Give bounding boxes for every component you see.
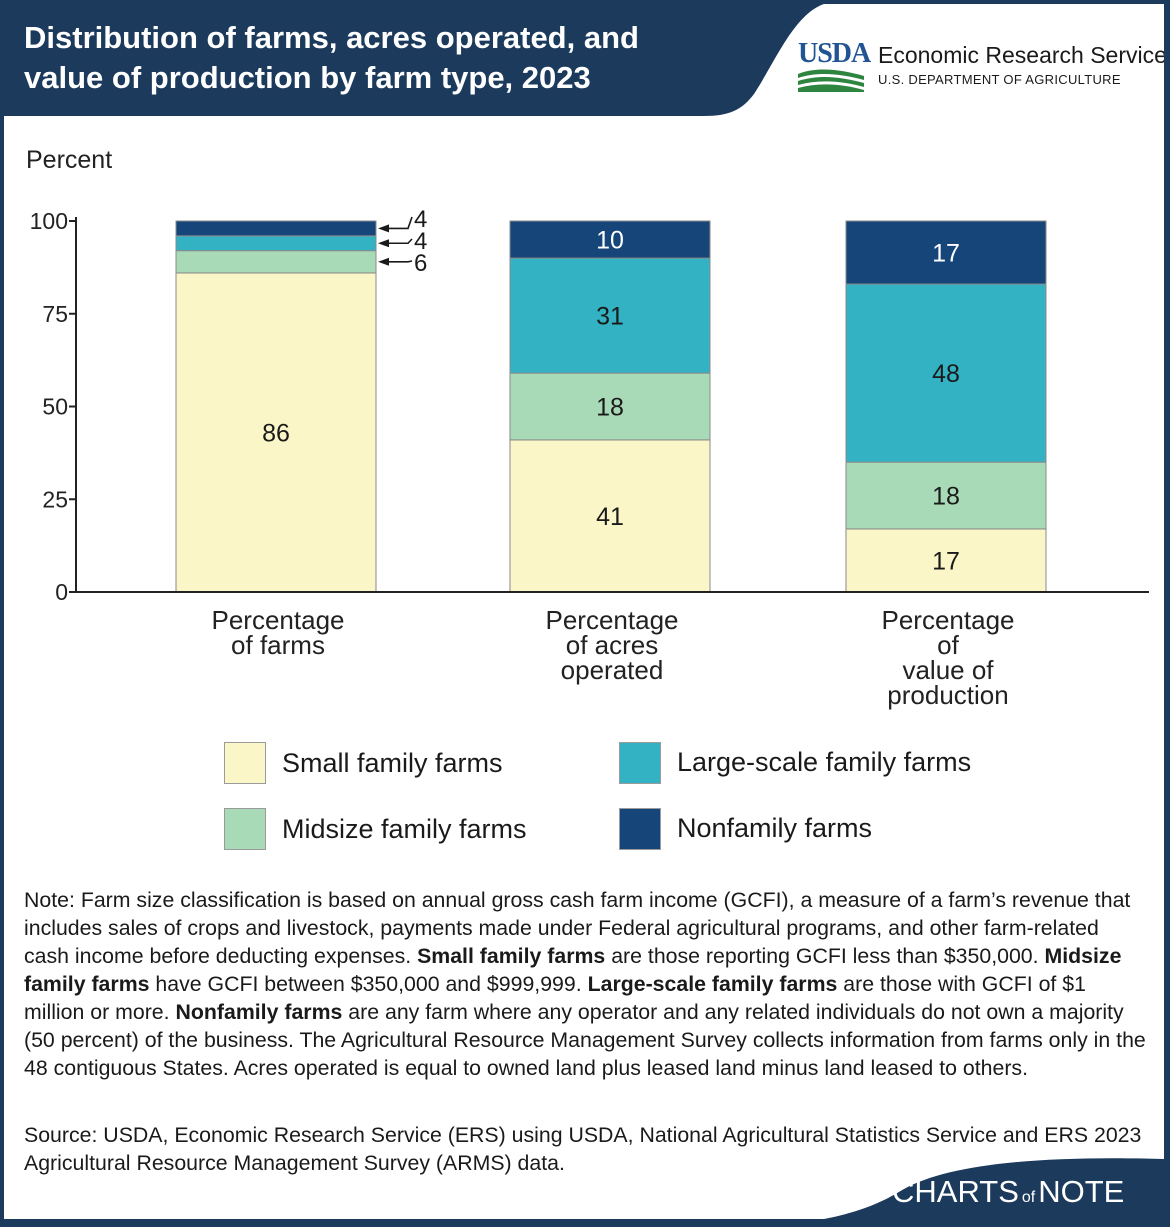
data-label-midsize: 6	[414, 250, 427, 277]
data-label-nonfamily: 4	[414, 206, 427, 233]
x-category-label: of farms	[231, 630, 325, 660]
y-tick-label: 75	[42, 301, 68, 327]
bar-segment-midsize	[175, 250, 377, 274]
x-category-label: of	[937, 630, 959, 660]
bar-segment-midsize	[509, 372, 711, 441]
legend-label-midsize: Midsize family farms	[282, 814, 527, 844]
bar-segment-nonfamily	[509, 220, 711, 259]
x-category-label: production	[887, 680, 1008, 710]
usda-hills-icon	[798, 69, 864, 92]
bar-segment-large	[175, 235, 377, 252]
bar-segment-small	[509, 439, 711, 593]
callout-arrow-icon	[378, 257, 389, 266]
header-background	[4, 4, 824, 116]
title-line-1: Distribution of farms, acres operated, a…	[24, 20, 639, 55]
y-axis-title: Percent	[26, 146, 113, 174]
y-tick-label: 50	[42, 394, 68, 420]
note-term-midsize: Midsize family farms	[24, 944, 1122, 996]
data-label-midsize: 18	[596, 394, 624, 422]
data-label-small: 41	[596, 503, 624, 531]
data-label-large: 48	[932, 360, 960, 388]
note-part-3: have GCFI between $350,000 and $999,999.	[149, 972, 588, 996]
charts-of-note-brand: CHARTS ofNOTE	[892, 1174, 1124, 1210]
header-banner: Distribution of farms, acres operated, a…	[4, 4, 1164, 116]
brand-of: of	[1021, 1189, 1036, 1206]
callout-arrow-icon	[378, 224, 389, 233]
data-label-small: 17	[932, 547, 960, 575]
bar-segment-large	[509, 257, 711, 374]
callout-line	[388, 260, 413, 263]
note-part-1: Note: Farm size classification is based …	[24, 888, 1131, 968]
y-tick-label: 0	[55, 579, 68, 605]
x-category-label: operated	[561, 655, 664, 685]
data-label-large: 4	[414, 228, 427, 255]
note-part-5: are any farm where any operator and any …	[24, 1000, 1146, 1080]
y-tick-label: 25	[42, 486, 68, 512]
note-part-4: are those with GCFI of $1 million or mor…	[24, 972, 1086, 1024]
x-category-label: Percentage	[212, 605, 345, 635]
note-term-small: Small family farms	[417, 944, 606, 968]
legend-swatch-nonfamily	[619, 808, 661, 850]
note-text: Note: Farm size classification is based …	[24, 886, 1149, 1082]
legend-label-small: Small family farms	[282, 748, 503, 778]
legend-swatch-small	[224, 742, 266, 784]
data-label-small: 86	[262, 419, 290, 447]
x-category-label: value of	[902, 655, 994, 685]
x-category-label: Percentage	[546, 605, 679, 635]
chart-card: Distribution of farms, acres operated, a…	[4, 4, 1164, 1219]
note-term-large: Large-scale family farms	[587, 972, 838, 996]
brand-part-1: CHARTS	[892, 1174, 1019, 1209]
callout-line	[388, 216, 413, 230]
legend-swatch-large	[619, 742, 661, 784]
footer-background	[824, 1158, 1164, 1219]
bar-segment-large	[845, 283, 1047, 463]
legend-label-nonfamily: Nonfamily farms	[677, 813, 873, 843]
legend-label-large: Large-scale family farms	[677, 747, 972, 777]
callout-line	[388, 238, 413, 245]
bar-segment-nonfamily	[845, 220, 1047, 285]
y-tick-label: 100	[30, 208, 68, 234]
bar-segment-nonfamily	[175, 220, 377, 237]
legend-swatch-midsize	[224, 808, 266, 850]
bar-segment-small	[175, 272, 377, 593]
x-category-label: of acres	[566, 630, 659, 660]
data-label-large: 31	[596, 303, 624, 331]
chart-title: Distribution of farms, acres operated, a…	[24, 18, 724, 98]
callout-arrow-icon	[378, 239, 389, 248]
agency-name: Economic Research Service	[878, 42, 1164, 68]
usda-wordmark: USDA	[798, 38, 871, 69]
bar-segment-midsize	[845, 461, 1047, 530]
department-name: U.S. DEPARTMENT OF AGRICULTURE	[878, 72, 1121, 87]
data-label-midsize: 18	[932, 483, 960, 511]
note-part-2: are those reporting GCFI less than $350,…	[605, 944, 1045, 968]
source-text: Source: USDA, Economic Research Service …	[24, 1123, 1142, 1175]
note-term-nonfamily: Nonfamily farms	[175, 1000, 343, 1024]
data-label-nonfamily: 10	[596, 227, 624, 255]
title-line-2: value of production by farm type, 2023	[24, 60, 591, 95]
usda-ers-logo: USDA Economic Research Service U.S. DEPA…	[794, 40, 1164, 100]
x-category-label: Percentage	[882, 605, 1015, 635]
data-label-nonfamily: 17	[932, 240, 960, 268]
usda-logo: USDA	[798, 38, 871, 97]
brand-part-2: NOTE	[1038, 1174, 1125, 1209]
bar-segment-small	[845, 528, 1047, 593]
